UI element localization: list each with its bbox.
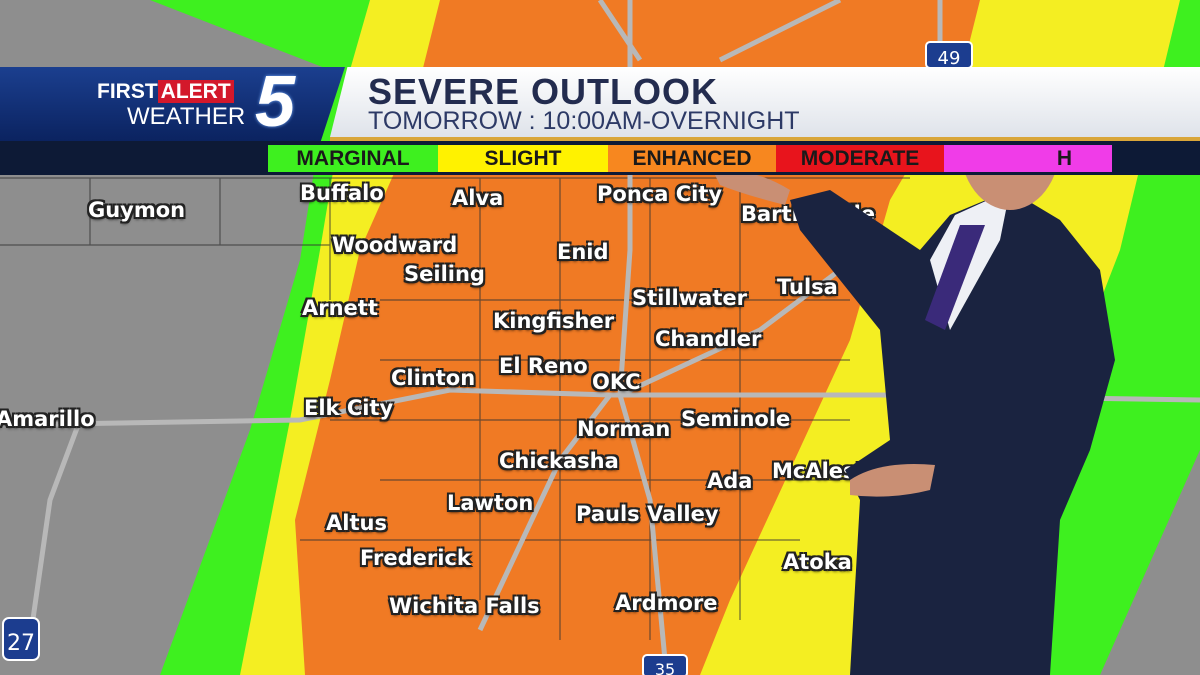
city-label: Woodward [332,233,458,257]
city-label: OKC [592,370,641,394]
shield-27: 27 [7,631,35,656]
city-label: Frederick [360,546,471,570]
highway-shields: 27 49 35 [2,41,973,675]
city-label: Kingfisher [493,309,615,333]
city-label: Pauls Valley [576,502,719,526]
city-label: Ponca City [597,182,723,206]
page-title: SEVERE OUTLOOK [368,71,719,112]
city-label: Atoka [783,550,852,574]
city-label: Bartlesville [741,202,876,226]
legend-high: H [944,145,1112,172]
legend-enhanced: ENHANCED [608,145,776,172]
logo-channel: 5 [255,62,296,142]
city-label: Chickasha [499,449,619,473]
city-label: El Reno [499,354,588,378]
city-label: Stillwater [632,286,747,310]
city-label: Norman [577,417,671,441]
title-box [330,67,1200,137]
city-label: Wichita Falls [389,594,540,618]
city-label: Tulsa [777,275,838,299]
city-label: Ardmore [615,591,718,615]
city-label: Ada [707,469,753,493]
legend-slight: SLIGHT [438,145,608,172]
logo-alert: ALERT [157,80,234,103]
logo-first: FIRST [97,80,158,103]
city-label: Enid [557,240,609,264]
city-label: Lawton [447,491,534,515]
city-label: Chandler [655,327,762,351]
city-label: Buffalo [300,181,384,205]
logo-weather: WEATHER [127,103,246,130]
title-banner: FIRST ALERT WEATHER 5 SEVERE OUTLOOK TOMO… [0,67,1200,141]
city-label: Amarillo [0,407,95,431]
page-subtitle: TOMORROW : 10:00AM-OVERNIGHT [368,107,800,135]
city-label: Clinton [391,366,476,390]
station-logo: FIRST ALERT WEATHER 5 [0,67,345,141]
shield-35: 35 [655,660,675,675]
risk-legend: MARGINAL SLIGHT ENHANCED MODERATE H [0,141,1200,175]
city-label: Alva [452,186,504,210]
city-label: Seiling [404,262,485,286]
divider [330,137,1200,141]
city-label: Seminole [681,407,791,431]
legend-moderate: MODERATE [776,145,944,172]
legend-marginal: MARGINAL [268,145,438,172]
city-label: Guymon [88,198,186,222]
shield-49: 49 [938,48,961,69]
city-label: McAlester [772,459,891,483]
city-label: Arnett [302,296,378,320]
city-label: Elk City [304,396,394,420]
city-label: Altus [326,511,387,535]
